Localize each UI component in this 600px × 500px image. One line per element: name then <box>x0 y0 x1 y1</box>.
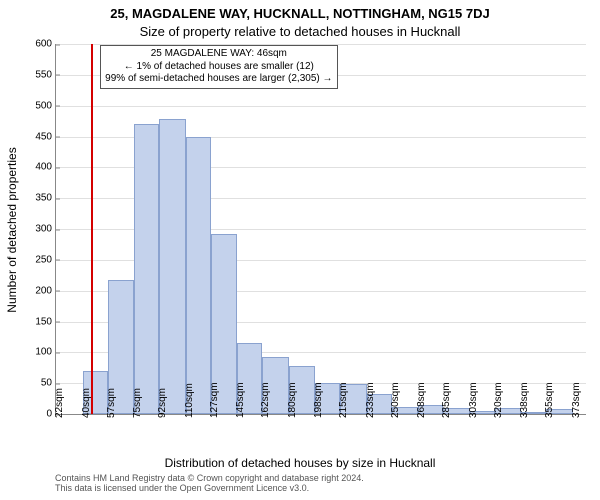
x-tick-label: 250sqm <box>390 382 401 418</box>
x-tick-label: 268sqm <box>416 382 427 418</box>
y-tick-label: 350 <box>35 193 56 204</box>
histogram-bar <box>159 119 186 414</box>
x-tick-label: 92sqm <box>157 388 168 418</box>
x-tick-label: 145sqm <box>235 382 246 418</box>
page-title-line1: 25, MAGDALENE WAY, HUCKNALL, NOTTINGHAM,… <box>0 6 600 21</box>
x-tick-label: 355sqm <box>544 382 555 418</box>
histogram-bar <box>186 137 211 415</box>
x-tick-label: 303sqm <box>468 382 479 418</box>
x-tick-label: 22sqm <box>54 388 65 418</box>
y-tick-label: 400 <box>35 162 56 173</box>
x-tick-label: 110sqm <box>184 383 195 418</box>
footer-line2: This data is licensed under the Open Gov… <box>55 484 590 494</box>
histogram-bar <box>134 124 159 414</box>
y-tick-label: 100 <box>35 347 56 358</box>
x-tick-label: 75sqm <box>132 388 143 418</box>
annotation-line2: ← 1% of detached houses are smaller (12) <box>105 61 332 74</box>
x-tick-label: 373sqm <box>571 382 582 418</box>
reference-line <box>91 44 93 414</box>
y-axis-label: Number of detached properties <box>5 147 19 312</box>
x-tick-label: 215sqm <box>338 382 349 418</box>
footer-attribution: Contains HM Land Registry data © Crown c… <box>55 474 590 494</box>
x-tick-label: 180sqm <box>287 382 298 418</box>
annotation-line3: 99% of semi-detached houses are larger (… <box>105 73 332 86</box>
chart-area: 05010015020025030035040045050055060022sq… <box>55 44 586 415</box>
x-tick-label: 127sqm <box>209 382 220 418</box>
annotation-line1: 25 MAGDALENE WAY: 46sqm <box>105 48 332 61</box>
y-tick-label: 200 <box>35 285 56 296</box>
y-tick-label: 550 <box>35 69 56 80</box>
page-title-line2: Size of property relative to detached ho… <box>0 24 600 39</box>
x-tick-label: 162sqm <box>260 382 271 418</box>
x-tick-label: 40sqm <box>81 388 92 418</box>
y-tick-label: 450 <box>35 131 56 142</box>
x-tick-label: 338sqm <box>519 382 530 418</box>
gridline <box>56 106 586 107</box>
annotation-box: 25 MAGDALENE WAY: 46sqm← 1% of detached … <box>100 45 337 89</box>
y-tick-label: 500 <box>35 100 56 111</box>
y-tick-label: 300 <box>35 224 56 235</box>
y-tick-label: 600 <box>35 39 56 50</box>
y-tick-label: 150 <box>35 316 56 327</box>
x-tick-label: 57sqm <box>106 388 117 418</box>
x-tick-label: 233sqm <box>365 382 376 418</box>
y-tick-label: 250 <box>35 254 56 265</box>
x-tick-label: 320sqm <box>493 382 504 418</box>
x-tick-label: 198sqm <box>313 382 324 418</box>
x-axis-label: Distribution of detached houses by size … <box>0 456 600 470</box>
x-tick-label: 285sqm <box>441 382 452 418</box>
